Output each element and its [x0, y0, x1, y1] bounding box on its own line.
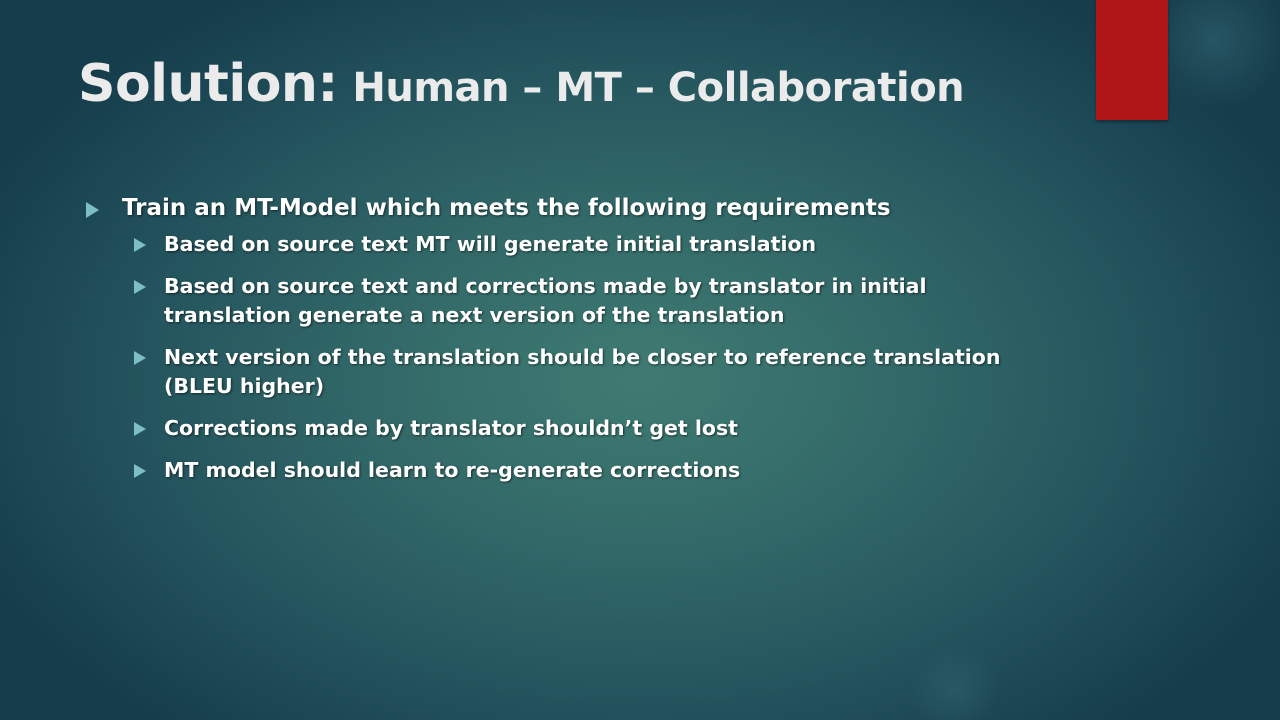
triangle-bullet-icon	[134, 280, 146, 294]
bullet-text: Train an MT-Model which meets the follow…	[122, 195, 891, 221]
triangle-bullet-icon	[134, 464, 146, 478]
title-sub: Human – MT – Collaboration	[352, 65, 965, 111]
triangle-bullet-icon	[86, 202, 99, 218]
bullet-text: Based on source text MT will generate in…	[164, 232, 817, 256]
triangle-bullet-icon	[134, 238, 146, 252]
bullet-item-level2: Corrections made by translator shouldn’t…	[134, 414, 1026, 443]
title-main: Solution:	[78, 54, 338, 114]
bullet-item-level2: Based on source text MT will generate in…	[134, 230, 1026, 259]
bullet-item-level1: Train an MT-Model which meets the follow…	[86, 192, 1026, 224]
bullet-item-level2: Based on source text and corrections mad…	[134, 272, 1026, 330]
triangle-bullet-icon	[134, 351, 146, 365]
bullet-item-level2: Next version of the translation should b…	[134, 343, 1026, 401]
bullet-list: Train an MT-Model which meets the follow…	[86, 192, 1026, 498]
bullet-item-level2: MT model should learn to re-generate cor…	[134, 456, 1026, 485]
red-accent-bar	[1096, 0, 1168, 120]
bullet-text: Corrections made by translator shouldn’t…	[164, 416, 738, 440]
bullet-text: Based on source text and corrections mad…	[164, 274, 927, 327]
bullet-text: Next version of the translation should b…	[164, 345, 1001, 398]
triangle-bullet-icon	[134, 422, 146, 436]
slide-title: Solution: Human – MT – Collaboration	[78, 54, 965, 114]
bullet-text: MT model should learn to re-generate cor…	[164, 458, 741, 482]
